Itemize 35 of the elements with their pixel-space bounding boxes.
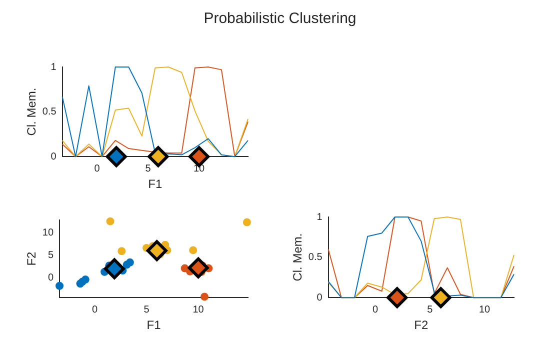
text: Probabilistic Clustering	[202, 10, 358, 27]
y-tick-label: 10	[42, 227, 54, 238]
x-tick-label: 10	[478, 304, 491, 316]
point	[126, 258, 134, 266]
y-tick-label: 0.5	[42, 106, 57, 118]
y-tick-label: 0.5	[308, 252, 323, 264]
y-tick-label: 1	[50, 62, 57, 73]
point	[189, 246, 198, 254]
x-axis-title: F1	[148, 177, 162, 192]
x-tick-label: 0	[94, 163, 100, 174]
x-tick-label: 5	[144, 304, 150, 316]
point	[106, 217, 114, 226]
y-axis-title: F2	[24, 251, 39, 266]
x-tick-label: 5	[145, 163, 152, 174]
x-tick-label: 0	[372, 304, 378, 316]
y-axis-title: Cl. Mem.	[290, 233, 305, 282]
x-axis-title: F1	[146, 318, 162, 332]
point	[56, 282, 64, 290]
point	[81, 276, 90, 284]
point	[146, 240, 168, 262]
x-axis-title: F2	[414, 318, 428, 332]
y-tick-label: 0	[316, 292, 323, 304]
point	[104, 258, 125, 280]
point	[118, 247, 126, 256]
point	[200, 292, 209, 301]
point	[242, 218, 251, 226]
x-tick-label: 0	[92, 304, 98, 316]
y-axis-title: Cl. Mem.	[24, 88, 39, 136]
point	[188, 257, 209, 278]
y-tick-label: 0	[48, 272, 54, 284]
x-tick-label: 5	[427, 304, 434, 316]
y-tick-label: 1	[316, 212, 323, 223]
y-tick-label: 5	[48, 250, 54, 261]
y-tick-label: 0	[50, 151, 57, 162]
x-tick-label: 10	[192, 304, 204, 316]
